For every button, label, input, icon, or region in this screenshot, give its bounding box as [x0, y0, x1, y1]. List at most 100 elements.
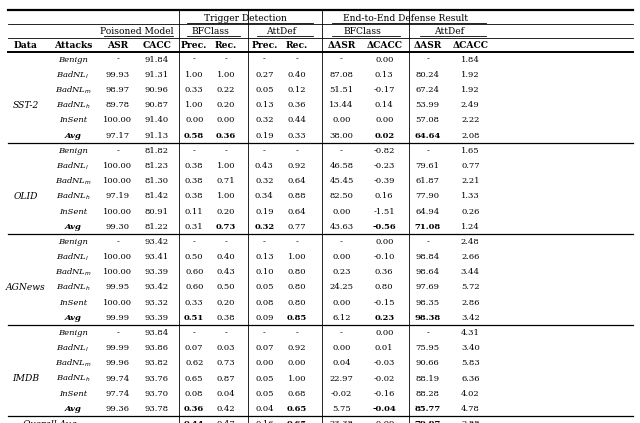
Text: 71.08: 71.08	[415, 222, 441, 231]
Text: -0.02: -0.02	[331, 390, 352, 398]
Text: 0.85: 0.85	[287, 314, 307, 322]
Text: End-to-End Defense Result: End-to-End Defense Result	[344, 14, 468, 23]
Text: -0.56: -0.56	[372, 222, 396, 231]
Text: 80.24: 80.24	[415, 71, 440, 79]
Text: 93.39: 93.39	[145, 314, 169, 322]
Text: ASR: ASR	[107, 41, 129, 50]
Text: 0.73: 0.73	[217, 360, 236, 368]
Text: 38.00: 38.00	[330, 132, 353, 140]
Text: -: -	[116, 420, 119, 423]
Text: 0.33: 0.33	[287, 132, 306, 140]
Text: 0.44: 0.44	[184, 420, 204, 423]
Text: 43.63: 43.63	[330, 222, 353, 231]
Text: 0.07: 0.07	[255, 344, 274, 352]
Text: 100.00: 100.00	[103, 177, 132, 185]
Text: 3.42: 3.42	[461, 314, 480, 322]
Text: BadNL$_l$: BadNL$_l$	[56, 251, 90, 263]
Text: 0.47: 0.47	[217, 420, 236, 423]
Text: 1.33: 1.33	[461, 192, 480, 201]
Text: 24.25: 24.25	[330, 283, 353, 291]
Text: 67.24: 67.24	[415, 86, 440, 94]
Text: 88.19: 88.19	[415, 375, 440, 382]
Text: 1.00: 1.00	[217, 192, 236, 201]
Text: -: -	[296, 238, 298, 246]
Text: 0.20: 0.20	[217, 299, 236, 307]
Text: 0.71: 0.71	[217, 177, 236, 185]
Text: BadNL$_h$: BadNL$_h$	[56, 282, 90, 293]
Text: 100.00: 100.00	[103, 268, 132, 276]
Text: 0.13: 0.13	[255, 253, 274, 261]
Text: Trigger Detection: Trigger Detection	[204, 14, 287, 23]
Text: -0.04: -0.04	[372, 405, 396, 413]
Text: 93.84: 93.84	[145, 329, 169, 337]
Text: 98.35: 98.35	[415, 299, 440, 307]
Text: -: -	[225, 56, 228, 63]
Text: 0.64: 0.64	[287, 208, 306, 215]
Text: 0.26: 0.26	[461, 208, 479, 215]
Text: 0.80: 0.80	[375, 283, 394, 291]
Text: 82.50: 82.50	[330, 192, 353, 201]
Text: Benign: Benign	[58, 238, 88, 246]
Text: -1.51: -1.51	[373, 208, 395, 215]
Text: -0.03: -0.03	[374, 360, 395, 368]
Text: 2.48: 2.48	[461, 238, 480, 246]
Text: 98.38: 98.38	[415, 314, 441, 322]
Text: 99.93: 99.93	[106, 71, 130, 79]
Text: InSent: InSent	[59, 390, 87, 398]
Text: AttDef: AttDef	[266, 27, 296, 36]
Text: 0.08: 0.08	[255, 299, 274, 307]
Text: 5.83: 5.83	[461, 360, 480, 368]
Text: -: -	[263, 56, 266, 63]
Text: 2.88: 2.88	[461, 420, 479, 423]
Text: 2.86: 2.86	[461, 299, 479, 307]
Text: -0.82: -0.82	[374, 147, 395, 155]
Text: 1.92: 1.92	[461, 71, 479, 79]
Text: 0.19: 0.19	[255, 132, 274, 140]
Text: 0.51: 0.51	[184, 314, 204, 322]
Text: 100.00: 100.00	[103, 116, 132, 124]
Text: 97.17: 97.17	[106, 132, 130, 140]
Text: 51.51: 51.51	[330, 86, 353, 94]
Text: 0.08: 0.08	[185, 390, 204, 398]
Text: 0.40: 0.40	[287, 71, 306, 79]
Text: 0.00: 0.00	[375, 116, 394, 124]
Text: 1.00: 1.00	[287, 375, 306, 382]
Text: 4.31: 4.31	[461, 329, 480, 337]
Text: -: -	[263, 329, 266, 337]
Text: 0.92: 0.92	[287, 162, 306, 170]
Text: 2.21: 2.21	[461, 177, 479, 185]
Text: 85.77: 85.77	[415, 405, 441, 413]
Text: 90.87: 90.87	[145, 101, 168, 109]
Text: Rec.: Rec.	[215, 41, 237, 50]
Text: Benign: Benign	[58, 147, 88, 155]
Text: 0.00: 0.00	[375, 329, 394, 337]
Text: 97.74: 97.74	[106, 390, 130, 398]
Text: 81.82: 81.82	[145, 147, 168, 155]
Text: 0.32: 0.32	[254, 222, 275, 231]
Text: 0.09: 0.09	[255, 314, 274, 322]
Text: IMDB: IMDB	[12, 374, 40, 383]
Text: -: -	[116, 56, 119, 63]
Text: 91.31: 91.31	[145, 71, 169, 79]
Text: OLID: OLID	[13, 192, 38, 201]
Text: 81.30: 81.30	[145, 177, 168, 185]
Text: BadNL$_h$: BadNL$_h$	[56, 373, 90, 385]
Text: ΔASR: ΔASR	[327, 41, 356, 50]
Text: Rec.: Rec.	[286, 41, 308, 50]
Text: 91.13: 91.13	[145, 132, 169, 140]
Text: -: -	[426, 147, 429, 155]
Text: Overall Avg: Overall Avg	[22, 420, 76, 423]
Text: 89.78: 89.78	[106, 101, 130, 109]
Text: 99.96: 99.96	[106, 360, 130, 368]
Text: Poisoned Model: Poisoned Model	[100, 27, 174, 36]
Text: 88.28: 88.28	[415, 390, 440, 398]
Text: -0.16: -0.16	[374, 390, 395, 398]
Text: 0.10: 0.10	[255, 268, 274, 276]
Text: BadNL$_m$: BadNL$_m$	[54, 266, 92, 278]
Text: 99.95: 99.95	[106, 283, 130, 291]
Text: InSent: InSent	[59, 208, 87, 215]
Text: 0.27: 0.27	[255, 71, 274, 79]
Text: 0.23: 0.23	[332, 268, 351, 276]
Text: 97.19: 97.19	[106, 192, 130, 201]
Text: 1.00: 1.00	[287, 253, 306, 261]
